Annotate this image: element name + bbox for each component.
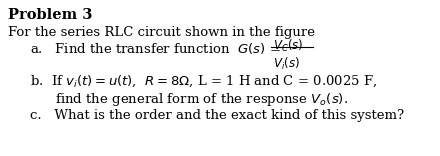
Text: c.   What is the order and the exact kind of this system?: c. What is the order and the exact kind … [30, 109, 404, 122]
Text: a.   Find the transfer function  $G(s)$ =: a. Find the transfer function $G(s)$ = [30, 41, 281, 56]
Text: $V_i(s)$: $V_i(s)$ [273, 56, 300, 72]
Text: find the general form of the response $V_o(s)$.: find the general form of the response $V… [30, 91, 348, 108]
Text: $V_C(s)$: $V_C(s)$ [273, 38, 304, 54]
Text: Problem 3: Problem 3 [8, 8, 92, 22]
Text: For the series RLC circuit shown in the figure: For the series RLC circuit shown in the … [8, 26, 315, 39]
Text: b.  If $v_i(t) = u(t)$,  $R = 8\Omega$, L = 1 H and C = 0.0025 F,: b. If $v_i(t) = u(t)$, $R = 8\Omega$, L … [30, 74, 377, 90]
